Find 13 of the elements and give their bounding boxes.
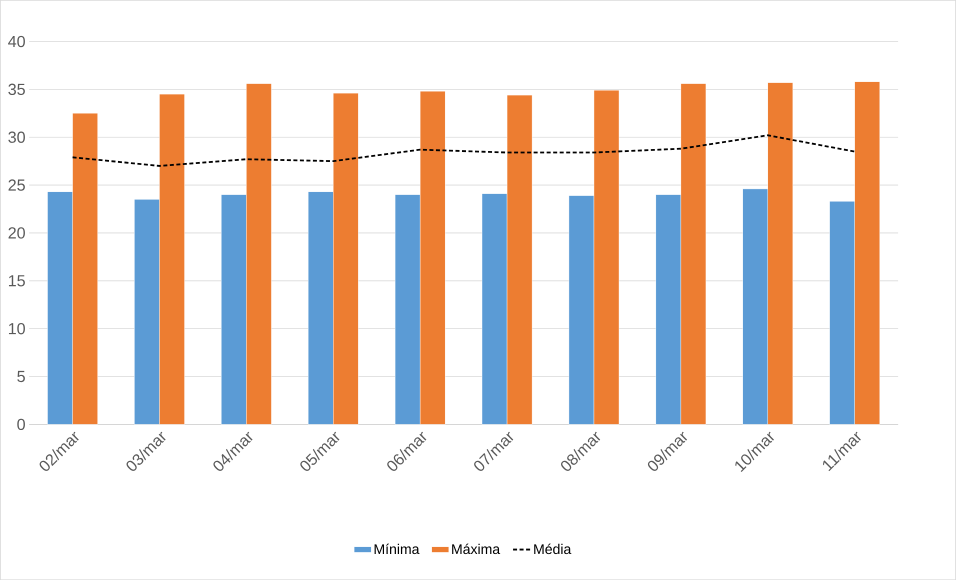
y-tick-label: 25 (8, 179, 25, 191)
y-tick-label: 15 (8, 275, 25, 286)
line-series (72, 134, 856, 167)
y-tick-label: 40 (8, 36, 25, 48)
legend-label: Média (534, 544, 572, 554)
legend-label: Mínima (374, 544, 420, 554)
y-tick-label: 0 (17, 418, 25, 430)
y-tick-label: 5 (17, 370, 25, 382)
y-tick-label: 10 (8, 322, 25, 334)
legend-label: Máxima (452, 544, 500, 554)
y-tick-label: 20 (8, 227, 25, 239)
y-tick-label: 30 (8, 131, 25, 143)
y-tick-label: 35 (8, 84, 25, 95)
